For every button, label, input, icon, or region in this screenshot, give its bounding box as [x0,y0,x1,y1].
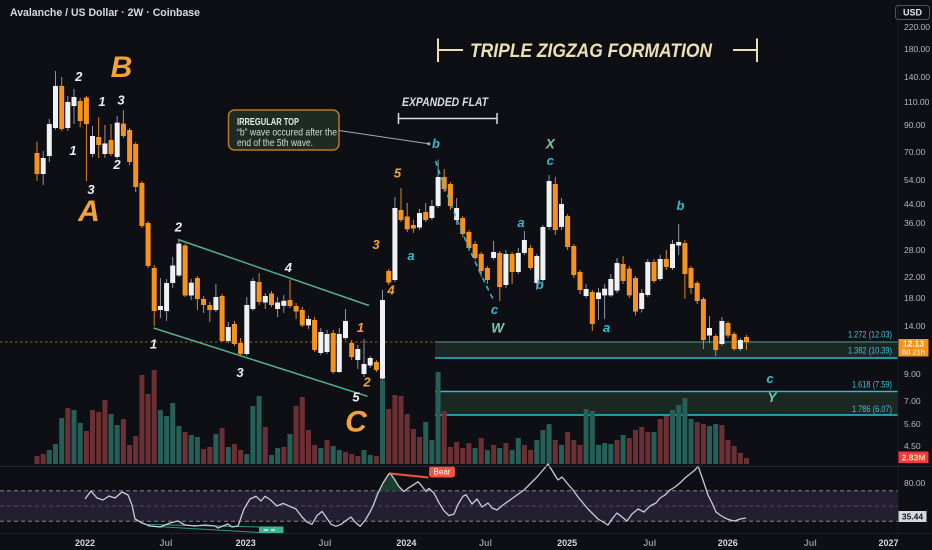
svg-text:2024: 2024 [396,538,416,548]
svg-text:4.50: 4.50 [904,441,921,451]
svg-text:B: B [111,51,133,84]
svg-text:Jul: Jul [159,538,172,548]
svg-text:c: c [491,302,499,317]
svg-text:7.00: 7.00 [904,396,921,406]
svg-text:a: a [603,320,610,335]
svg-text:220.00: 220.00 [904,22,930,32]
svg-text:2025: 2025 [557,538,577,548]
svg-text:80.00: 80.00 [904,478,926,488]
svg-text:2: 2 [74,69,83,84]
svg-text:3: 3 [117,93,125,108]
svg-text:5: 5 [394,166,402,181]
svg-text:1: 1 [357,320,364,335]
svg-text:Y: Y [767,390,778,405]
svg-text:54.00: 54.00 [904,175,926,185]
svg-text:14.00: 14.00 [904,321,926,331]
svg-text:1.786 (6.07): 1.786 (6.07) [852,404,892,415]
svg-text:IRREGULAR TOP: IRREGULAR TOP [237,116,299,128]
svg-text:A: A [77,195,100,228]
svg-text:b: b [536,277,544,292]
svg-text:140.00: 140.00 [904,72,930,82]
svg-text:Jul: Jul [318,538,331,548]
svg-text:4: 4 [284,260,293,275]
svg-text:2: 2 [174,220,183,235]
svg-text:180.00: 180.00 [904,44,930,54]
svg-text:4: 4 [386,283,395,298]
svg-text:5: 5 [352,390,360,405]
svg-text:b: b [432,136,440,151]
svg-text:2027: 2027 [878,538,898,548]
svg-text:USD: USD [903,8,923,18]
svg-text:22.00: 22.00 [904,272,926,282]
svg-text:3: 3 [87,182,95,197]
svg-text:18.00: 18.00 [904,293,926,303]
svg-text:2: 2 [112,157,121,172]
svg-text:1.382 (10.39): 1.382 (10.39) [848,346,892,357]
svg-text:1: 1 [69,143,76,158]
svg-text:Jul: Jul [643,538,656,548]
svg-text:1.272 (12.03): 1.272 (12.03) [848,330,892,341]
svg-text:12.13: 12.13 [903,338,925,348]
svg-text:1: 1 [98,94,105,109]
svg-text:a: a [407,248,414,263]
svg-text:c: c [547,153,555,168]
svg-text:8d 21h: 8d 21h [902,348,925,357]
svg-text:c: c [766,371,774,386]
svg-text:90.00: 90.00 [904,120,926,130]
svg-text:Jul: Jul [804,538,817,548]
svg-text:2: 2 [362,375,371,390]
svg-text:35.44: 35.44 [902,512,924,522]
svg-text:2022: 2022 [75,538,95,548]
svg-text:C: C [345,406,368,439]
svg-text:end of the 5th wave.: end of the 5th wave. [237,137,313,149]
svg-text:9.00: 9.00 [904,369,921,379]
svg-text:TRIPLE ZIGZAG FORMATION: TRIPLE ZIGZAG FORMATION [470,40,713,62]
svg-text:36.00: 36.00 [904,218,926,228]
svg-text:2.83M: 2.83M [902,452,926,462]
svg-text:X: X [545,137,556,152]
svg-text:70.00: 70.00 [904,147,926,157]
svg-text:“b” wave occured after the: “b” wave occured after the [237,127,337,139]
svg-text:2026: 2026 [718,538,738,548]
svg-text:Jul: Jul [479,538,492,548]
svg-text:44.00: 44.00 [904,199,926,209]
svg-text:1: 1 [150,336,157,351]
svg-text:W: W [491,321,505,336]
svg-text:1.618 (7.59): 1.618 (7.59) [852,380,892,391]
svg-text:3: 3 [236,365,244,380]
svg-text:b: b [677,198,685,213]
svg-text:EXPANDED FLAT: EXPANDED FLAT [402,97,489,109]
svg-text:Bear: Bear [434,468,451,477]
svg-text:2023: 2023 [236,538,256,548]
svg-text:3: 3 [372,237,380,252]
svg-text:110.00: 110.00 [904,97,930,107]
svg-text:Avalanche / US Dollar · 2W · C: Avalanche / US Dollar · 2W · Coinbase [10,7,200,19]
svg-text:a: a [517,215,524,230]
svg-text:28.00: 28.00 [904,245,926,255]
svg-text:5.60: 5.60 [904,419,921,429]
